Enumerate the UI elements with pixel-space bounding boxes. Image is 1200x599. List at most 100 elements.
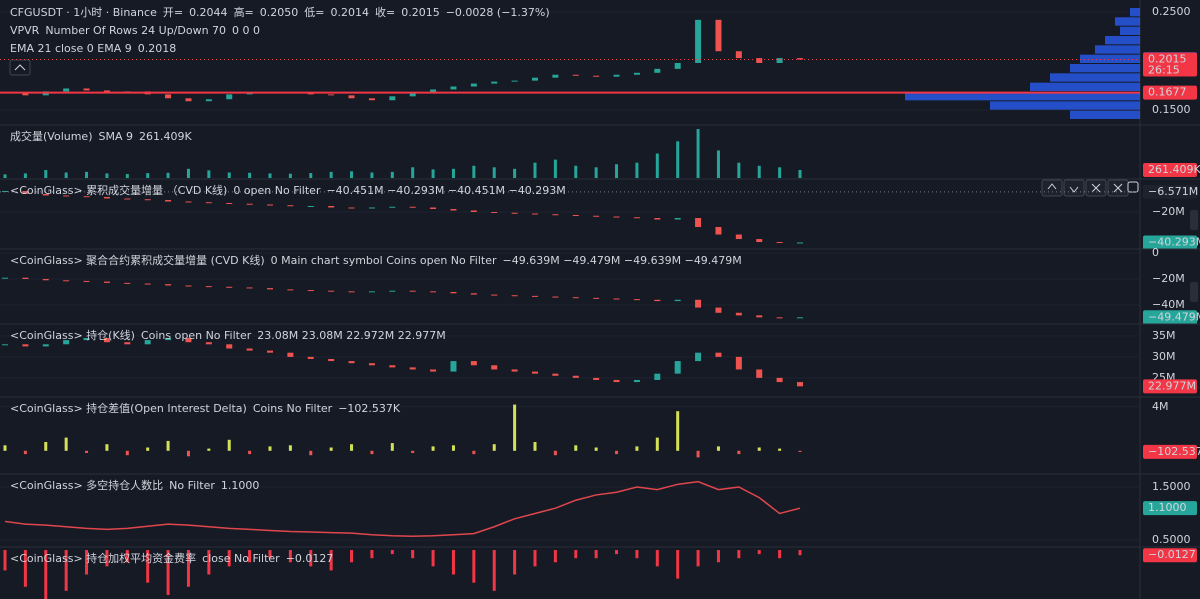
value-box-label: 22.977M bbox=[1148, 379, 1196, 392]
candle bbox=[572, 215, 579, 216]
candle bbox=[307, 356, 314, 359]
candle bbox=[348, 207, 355, 209]
candle bbox=[368, 207, 375, 209]
down-icon bbox=[1069, 186, 1079, 193]
bar bbox=[186, 550, 190, 587]
legend-text: −40.451M −40.293M −40.451M −40.293M bbox=[326, 184, 565, 197]
bar bbox=[655, 550, 659, 567]
candle bbox=[185, 98, 192, 102]
bar bbox=[329, 447, 333, 451]
line bbox=[4, 480, 801, 538]
candle bbox=[593, 75, 600, 77]
legend-text: 0 Main chart symbol Coins open No Filter bbox=[271, 254, 497, 267]
candle bbox=[735, 234, 742, 240]
candle bbox=[63, 280, 70, 282]
move-down-button[interactable] bbox=[1063, 179, 1085, 197]
bar bbox=[125, 550, 129, 563]
move-up-button[interactable] bbox=[1041, 179, 1063, 197]
legend-text: 0.2018 bbox=[138, 42, 177, 55]
legend-text: 0.2015 bbox=[401, 6, 440, 19]
candle bbox=[287, 205, 294, 207]
bar bbox=[146, 550, 150, 583]
bar bbox=[533, 442, 537, 451]
bar bbox=[615, 550, 619, 555]
bar bbox=[757, 165, 761, 178]
bar bbox=[248, 550, 252, 563]
bar bbox=[390, 171, 394, 178]
candle bbox=[491, 294, 498, 296]
candle bbox=[756, 369, 763, 378]
legend-text: EMA 21 close 0 EMA 9 bbox=[10, 42, 132, 55]
legend-text: 1.1000 bbox=[221, 479, 260, 492]
bar bbox=[716, 446, 720, 451]
bar bbox=[350, 444, 354, 451]
candle bbox=[633, 72, 640, 75]
candle bbox=[348, 361, 355, 364]
candle bbox=[226, 202, 233, 204]
legend-text: SMA 9 bbox=[99, 130, 134, 143]
candle bbox=[144, 340, 151, 345]
candle bbox=[185, 285, 192, 287]
candle bbox=[83, 88, 90, 91]
candle bbox=[409, 206, 416, 208]
bar bbox=[676, 550, 680, 579]
value-box bbox=[1143, 548, 1197, 563]
legend-text: 收= bbox=[375, 5, 395, 19]
scroll-handle[interactable] bbox=[1190, 282, 1198, 302]
bar bbox=[227, 550, 231, 567]
candle bbox=[267, 350, 273, 353]
candle bbox=[103, 90, 110, 93]
bar bbox=[492, 167, 496, 178]
candle bbox=[165, 94, 172, 99]
value-box bbox=[1143, 52, 1197, 77]
candle bbox=[389, 206, 396, 208]
candle bbox=[715, 19, 722, 52]
candle bbox=[409, 92, 416, 97]
candle bbox=[307, 290, 314, 292]
candle bbox=[735, 356, 742, 370]
legend-text: 0.2050 bbox=[260, 6, 299, 19]
candle bbox=[633, 299, 640, 301]
legend-text: −0.0127 bbox=[286, 552, 334, 565]
bar bbox=[574, 445, 578, 451]
candle bbox=[389, 290, 396, 292]
bar bbox=[411, 550, 415, 559]
candle bbox=[42, 193, 49, 196]
candle bbox=[552, 373, 559, 376]
candle bbox=[267, 288, 273, 290]
bar bbox=[3, 174, 7, 178]
bar bbox=[492, 550, 496, 591]
candle bbox=[491, 365, 498, 370]
bar bbox=[615, 164, 619, 178]
y-tick-label: 0.5000 bbox=[1152, 533, 1191, 546]
bar bbox=[553, 550, 557, 563]
candle bbox=[674, 62, 681, 69]
bar bbox=[186, 450, 190, 457]
candle bbox=[756, 315, 763, 318]
candle bbox=[83, 196, 90, 198]
bar bbox=[288, 550, 292, 563]
bar bbox=[778, 167, 782, 178]
candle bbox=[674, 361, 681, 374]
candle bbox=[797, 242, 803, 244]
volume-profile-bar bbox=[1115, 17, 1140, 26]
legend-text: <CoinGlass> 持仓加权平均资金费率 bbox=[10, 551, 196, 565]
value-box bbox=[1143, 184, 1197, 199]
legend-text: Coins open No Filter bbox=[141, 329, 252, 342]
candle bbox=[756, 239, 763, 243]
bar bbox=[3, 550, 7, 571]
value-box-label: 0.2015 bbox=[1148, 53, 1187, 66]
candle bbox=[470, 210, 477, 212]
value-box-label: −49.479M bbox=[1148, 310, 1200, 323]
scroll-handle[interactable] bbox=[1190, 210, 1198, 230]
candle bbox=[511, 369, 518, 372]
y-tick-label: −40M bbox=[1152, 298, 1185, 311]
candle bbox=[124, 282, 131, 284]
candle bbox=[124, 198, 131, 200]
bar bbox=[696, 129, 700, 178]
candle bbox=[756, 58, 763, 63]
candle bbox=[532, 213, 538, 215]
value-box-label: −6.571M bbox=[1148, 185, 1198, 198]
candle bbox=[22, 277, 29, 279]
